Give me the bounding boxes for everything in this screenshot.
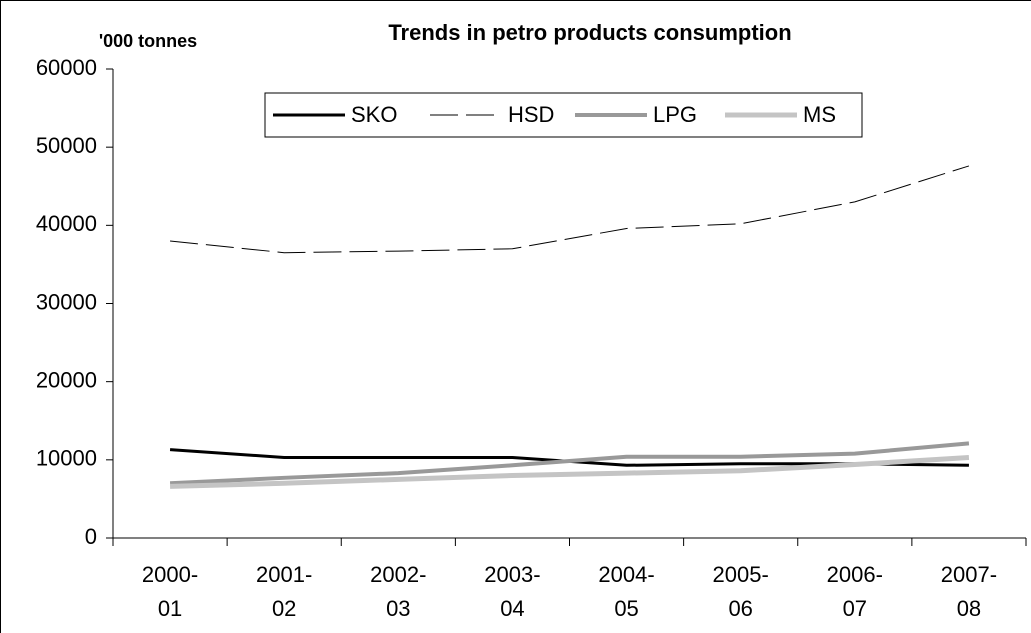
x-tick-label-line: 2007- <box>941 562 997 587</box>
y-tick-label: 0 <box>85 524 97 549</box>
y-axis-label: '000 tonnes <box>99 31 197 51</box>
x-tick-label: 2004- 05 <box>598 562 654 621</box>
x-tick-label-line: 03 <box>386 596 410 621</box>
x-tick-label-line: 2003- <box>484 562 540 587</box>
x-tick-label-line: 2001- <box>256 562 312 587</box>
x-tick-label-line: 2004- <box>598 562 654 587</box>
legend-label: SKO <box>351 102 397 127</box>
x-tick-label-line: 01 <box>158 596 182 621</box>
x-tick-label-line: 04 <box>500 596 524 621</box>
x-tick-label-line: 02 <box>272 596 296 621</box>
x-tick-label: 2002- 03 <box>370 562 426 621</box>
y-tick-label: 60000 <box>36 55 97 80</box>
x-tick-label: 2000- 01 <box>142 562 198 621</box>
x-tick-label-line: 06 <box>728 596 752 621</box>
series-line <box>169 441 970 486</box>
y-tick-label: 20000 <box>36 367 97 392</box>
y-tick-label: 40000 <box>36 211 97 236</box>
x-tick-label-line: 05 <box>614 596 638 621</box>
x-tick-label: 2001- 02 <box>256 562 312 621</box>
series-line <box>169 454 970 489</box>
x-tick-label-line: 2000- <box>142 562 198 587</box>
x-tick-label: 2003- 04 <box>484 562 540 621</box>
x-tick-label: 2006- 07 <box>827 562 883 621</box>
legend-label: MS <box>803 102 836 127</box>
x-tick-label: 2005- 06 <box>713 562 769 621</box>
x-tick-label-line: 2006- <box>827 562 883 587</box>
x-tick-label-line: 08 <box>957 596 981 621</box>
legend-label: LPG <box>653 102 697 127</box>
legend-label: HSD <box>508 102 554 127</box>
x-tick-label: 2007- 08 <box>941 562 997 621</box>
y-tick-label: 10000 <box>36 446 97 471</box>
x-tick-label-line: 07 <box>843 596 867 621</box>
chart-title: Trends in petro products consumption <box>388 20 791 45</box>
x-tick-label-line: 2002- <box>370 562 426 587</box>
series-line <box>170 165 970 254</box>
y-tick-label: 50000 <box>36 133 97 158</box>
x-tick-label-line: 2005- <box>713 562 769 587</box>
y-tick-label: 30000 <box>36 289 97 314</box>
